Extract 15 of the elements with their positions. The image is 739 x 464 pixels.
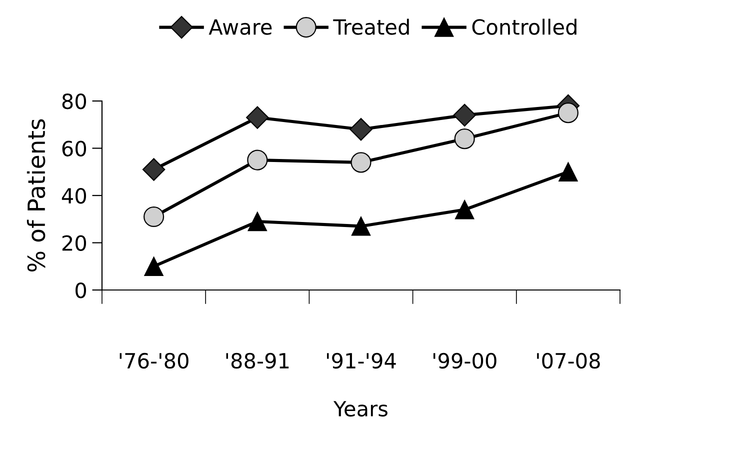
y-tick-label: 40 (62, 188, 86, 204)
x-axis-title: Years (333, 401, 388, 417)
x-tick-label: '07-08 (537, 352, 600, 369)
legend-label: Aware (208, 19, 272, 35)
legend-label: Controlled (472, 18, 576, 35)
x-tick-label: '99-00 (433, 352, 496, 369)
x-tick-label: '91-'94 (327, 352, 396, 369)
x-tick-label: '88-91 (226, 352, 289, 369)
y-tick-label: 20 (62, 235, 86, 251)
legend-label: Treated (333, 18, 409, 35)
y-tick-label: 80 (62, 93, 86, 110)
y-axis-title: % of Patients (26, 119, 46, 272)
y-tick-label: 60 (62, 140, 86, 156)
x-tick-label: '76-'80 (120, 352, 188, 369)
y-tick-label: 0 (76, 282, 86, 298)
